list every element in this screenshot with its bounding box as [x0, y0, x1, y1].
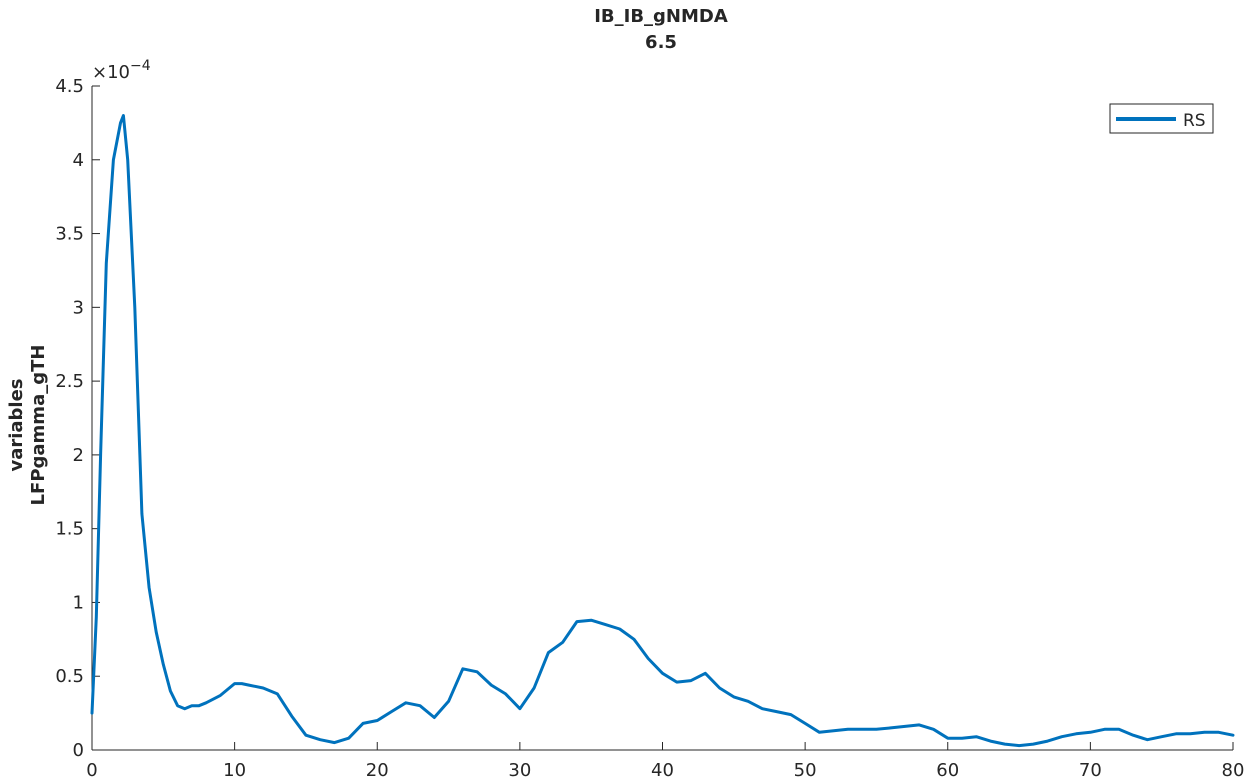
axis-ticks: 0 10 20 30 40 50 60 70 80 0 0.5 1 1.5 2 2.5 3 3.5 4 4.5: [55, 76, 1244, 781]
svg-text:×10−4: ×10−4: [92, 58, 151, 83]
y-tick-label: 2.5: [55, 371, 84, 392]
y-exponent-base: ×10: [92, 62, 130, 83]
y-tick-label: 1.5: [55, 519, 84, 540]
y-tick-label: 3: [73, 297, 84, 318]
y-tick-label: 0: [73, 740, 84, 761]
chart-title-line-2: 6.5: [645, 32, 677, 53]
y-axis-label-line-1: variables: [6, 378, 27, 471]
y-tick-label: 3.5: [55, 224, 84, 245]
y-tick-label: 0.5: [55, 666, 84, 687]
x-tick-label: 70: [1079, 760, 1102, 781]
series-layer: [90, 114, 1235, 748]
y-exponent-power: −4: [130, 58, 151, 74]
x-tick-label: 60: [936, 760, 959, 781]
x-tick-label: 30: [508, 760, 531, 781]
chart-title-line-1: IB_IB_gNMDA: [594, 6, 728, 27]
y-axis-label: variables LFPgamma_gTH: [6, 345, 49, 506]
x-tick-label: 10: [223, 760, 246, 781]
series-line-rs: [90, 114, 1235, 748]
x-tick-label: 0: [86, 760, 97, 781]
x-tick-label: 80: [1222, 760, 1245, 781]
y-axis-label-line-2: LFPgamma_gTH: [28, 345, 49, 506]
legend: RS: [1109, 103, 1214, 134]
y-exponent-label: ×10−4: [92, 58, 151, 83]
y-tick-label: 2: [73, 445, 84, 466]
plot-axes: [91, 86, 1233, 751]
legend-label-rs: RS: [1183, 111, 1206, 131]
x-tick-label: 50: [794, 760, 817, 781]
y-tick-label: 4.5: [55, 76, 84, 97]
y-tick-label: 1: [73, 592, 84, 613]
x-tick-label: 40: [651, 760, 674, 781]
y-tick-label: 4: [73, 150, 84, 171]
x-tick-label: 20: [366, 760, 389, 781]
